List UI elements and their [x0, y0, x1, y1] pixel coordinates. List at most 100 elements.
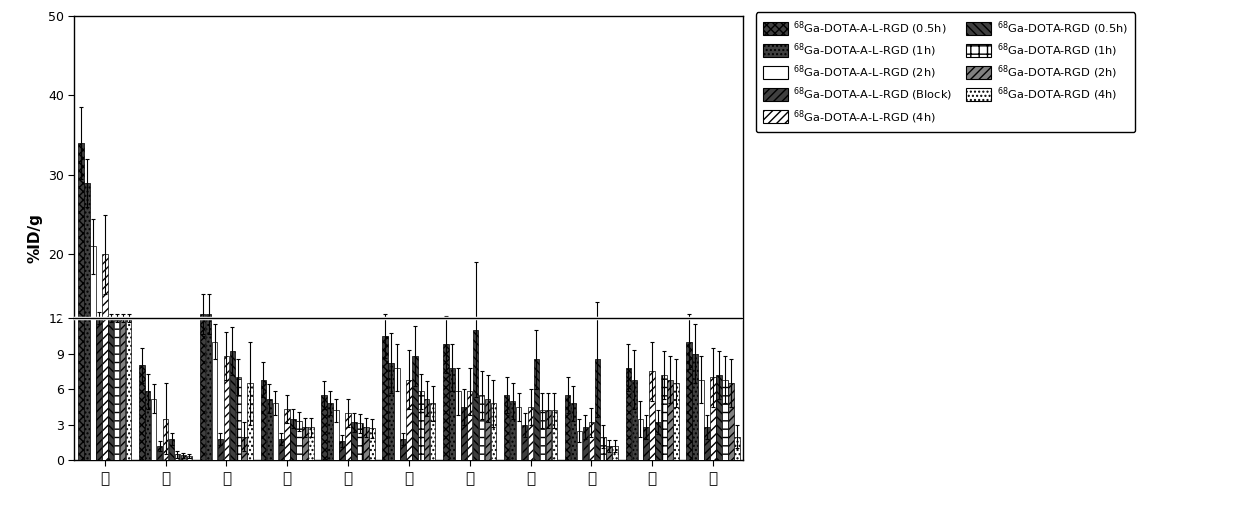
Bar [126, 318, 131, 460]
Bar [157, 446, 162, 460]
Bar [484, 399, 491, 460]
Bar [430, 403, 435, 460]
Bar [662, 375, 667, 460]
Bar [114, 318, 119, 460]
Bar [223, 356, 229, 460]
Bar [710, 377, 716, 460]
Bar [351, 422, 357, 460]
Bar [491, 403, 497, 460]
Bar [235, 377, 242, 460]
Bar [510, 401, 515, 460]
Bar [649, 371, 655, 460]
Bar [540, 411, 545, 460]
Bar [571, 403, 576, 460]
Bar [545, 411, 551, 460]
Bar [565, 395, 570, 460]
Bar [260, 380, 266, 460]
Bar [668, 380, 673, 460]
Bar [327, 403, 333, 460]
Bar [655, 422, 660, 460]
Bar [383, 336, 388, 460]
Bar [248, 383, 253, 460]
Bar [363, 427, 369, 460]
Bar [413, 356, 418, 460]
Bar [273, 403, 278, 460]
Bar [369, 428, 374, 460]
Bar [321, 395, 327, 460]
Bar [279, 439, 284, 460]
Y-axis label: %ID/g: %ID/g [27, 213, 42, 263]
Bar [212, 342, 217, 460]
Bar [638, 419, 643, 460]
Bar [612, 446, 618, 460]
Bar [444, 344, 449, 460]
Bar [729, 383, 733, 460]
Bar [626, 368, 631, 460]
Bar [206, 314, 212, 460]
Bar [686, 342, 691, 460]
Bar [296, 421, 302, 460]
Bar [534, 359, 539, 460]
Bar [97, 318, 102, 460]
Bar [78, 143, 84, 460]
Bar [339, 441, 344, 460]
Bar [175, 454, 180, 460]
Bar [595, 359, 600, 460]
Bar [473, 330, 478, 460]
Bar [309, 427, 313, 460]
Bar [187, 456, 192, 460]
Bar [582, 427, 589, 460]
Bar [551, 411, 558, 460]
Bar [346, 413, 351, 460]
Bar [504, 395, 509, 460]
Bar [424, 399, 430, 460]
Legend: $^{68}$Ga-DOTA-A-L-RGD (0.5h), $^{68}$Ga-DOTA-A-L-RGD (1h), $^{68}$Ga-DOTA-A-L-R: $^{68}$Ga-DOTA-A-L-RGD (0.5h), $^{68}$Ga… [756, 13, 1135, 132]
Bar [218, 439, 223, 460]
Bar [606, 446, 612, 460]
Bar [229, 351, 235, 460]
Bar [102, 254, 108, 460]
Bar [400, 439, 405, 460]
Bar [151, 399, 156, 460]
Bar [455, 392, 461, 460]
Bar [478, 395, 484, 460]
Bar [722, 380, 727, 460]
Bar [632, 380, 637, 460]
Bar [285, 410, 290, 460]
Bar [461, 407, 467, 460]
Bar [139, 366, 145, 460]
Bar [418, 392, 424, 460]
Bar [333, 411, 339, 460]
Bar [145, 392, 150, 460]
Bar [290, 419, 296, 460]
Bar [515, 407, 522, 460]
Bar [699, 380, 704, 460]
Bar [199, 314, 206, 460]
Bar [242, 437, 247, 460]
Bar [693, 354, 698, 460]
Bar [162, 419, 169, 460]
Bar [576, 430, 582, 460]
Bar [467, 392, 472, 460]
Bar [716, 375, 721, 460]
Bar [302, 427, 307, 460]
Bar [90, 246, 95, 460]
Bar [388, 363, 394, 460]
Bar [406, 380, 411, 460]
Bar [643, 427, 649, 460]
Bar [704, 427, 710, 460]
Bar [589, 422, 595, 460]
Bar [733, 437, 740, 460]
Bar [84, 183, 89, 460]
Bar [528, 407, 533, 460]
Bar [394, 368, 400, 460]
Bar [108, 318, 114, 460]
Bar [449, 368, 455, 460]
Bar [357, 424, 363, 460]
Bar [673, 383, 679, 460]
Bar [169, 439, 175, 460]
Bar [522, 425, 528, 460]
Bar [181, 456, 186, 460]
Bar [601, 437, 606, 460]
Bar [266, 399, 273, 460]
